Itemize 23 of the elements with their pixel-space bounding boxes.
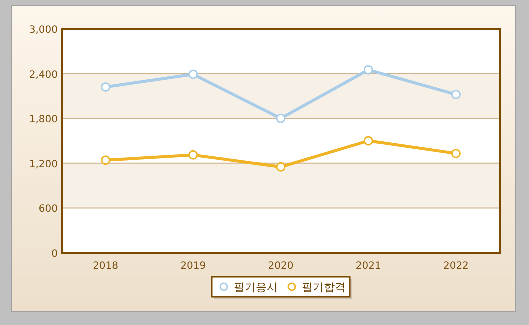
point: [451, 90, 461, 100]
legend-label: 필기합격: [302, 281, 346, 294]
point: [364, 65, 374, 75]
point: [276, 162, 286, 172]
point: [276, 114, 286, 124]
point: [451, 148, 461, 158]
x-tick-label: 2020: [268, 261, 294, 272]
point: [188, 70, 198, 80]
point: [101, 82, 111, 92]
point: [101, 156, 111, 166]
point: [188, 150, 198, 160]
y-tick-label: 2,400: [29, 70, 58, 81]
y-tick-label: 0: [52, 249, 58, 260]
x-tick-label: 2021: [356, 261, 382, 272]
y-tick-label: 600: [38, 204, 58, 216]
x-tick-label: 2019: [180, 261, 206, 272]
point: [364, 136, 374, 146]
y-tick-label: 3,000: [29, 25, 58, 36]
legend-label: 필기응시: [234, 281, 278, 294]
x-tick-label: 2018: [93, 261, 119, 272]
x-tick-label: 2022: [443, 261, 469, 272]
y-tick-label: 1,200: [29, 159, 58, 170]
y-tick-label: 1,800: [29, 114, 58, 126]
